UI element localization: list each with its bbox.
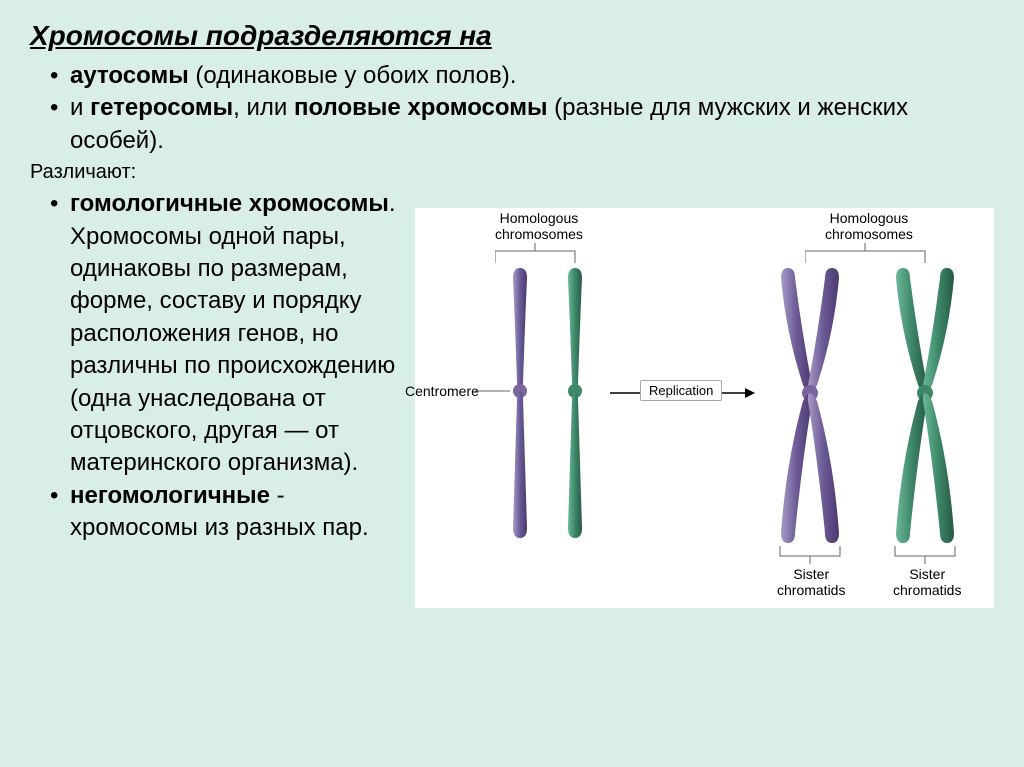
bullet-autosomes: аутосомы (одинаковые у обоих полов). <box>50 60 994 92</box>
bold-nonhomologous: негомологичные <box>70 482 270 509</box>
label-homologous-right: Homologous chromosomes <box>825 210 913 242</box>
left-column: гомологичные хромосомы. Хромосомы одной … <box>30 188 415 608</box>
bullet-homologous: гомологичные хромосомы. Хромосомы одной … <box>50 188 415 480</box>
chromosome-x-green <box>885 263 965 553</box>
text-mid: , или <box>233 94 294 121</box>
bold-heterosomes: гетеросомы <box>90 94 233 121</box>
text-autosomes-rest: (одинаковые у обоих полов). <box>189 62 517 89</box>
bold-sex-chromosomes: половые хромосомы <box>294 94 548 121</box>
subtitle-distinguish: Различают: <box>30 161 994 184</box>
bullet-nonhomologous: негомологичные - хромосомы из разных пар… <box>50 480 415 545</box>
content-row: гомологичные хромосомы. Хромосомы одной … <box>30 188 994 608</box>
chromosome-single-purple <box>505 263 535 543</box>
chromosome-single-green <box>560 263 590 543</box>
label-replication: Replication <box>640 380 722 401</box>
lower-bullet-list: гомологичные хромосомы. Хромосомы одной … <box>50 188 415 544</box>
label-sister-right: Sister chromatids <box>893 566 961 598</box>
top-bullet-list: аутосомы (одинаковые у обоих полов). и г… <box>50 60 994 157</box>
label-sister-left: Sister chromatids <box>777 566 845 598</box>
bullet-heterosomes: и гетеросомы, или половые хромосомы (раз… <box>50 92 994 157</box>
text-homologous-rest: . Хромосомы одной пары, одинаковы по раз… <box>70 190 396 476</box>
page-title: Хромосомы подразделяются на <box>30 20 994 52</box>
bold-autosomes: аутосомы <box>70 62 189 89</box>
bold-homologous: гомологичные хромосомы <box>70 190 389 217</box>
text-pre: и <box>70 94 90 121</box>
chromosome-diagram: Homologous chromosomes Homologous chromo… <box>415 208 994 608</box>
label-homologous-left: Homologous chromosomes <box>495 210 583 242</box>
chromosome-x-purple <box>770 263 850 553</box>
label-centromere: Centromere <box>405 383 479 399</box>
